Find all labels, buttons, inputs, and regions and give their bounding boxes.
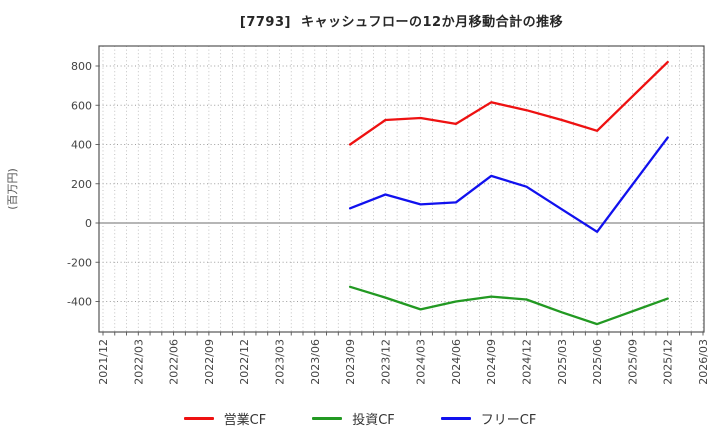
svg-text:2024/09: 2024/09 [485,339,498,385]
tick-marks [95,65,704,336]
svg-text:2022/12: 2022/12 [238,339,251,385]
legend-label-operating-cf: 営業CF [223,412,267,428]
legend-swatch-free-cf [440,416,471,420]
svg-text:2022/09: 2022/09 [203,339,216,385]
gridlines-horizontal [99,65,704,302]
svg-text:2025/09: 2025/09 [626,339,639,385]
plot-border [98,45,705,333]
svg-text:400: 400 [71,139,92,152]
svg-text:2024/03: 2024/03 [415,339,428,385]
svg-text:-400: -400 [67,296,92,309]
legend-item-investing-cf: 投資CF [312,409,395,428]
legend-swatch-investing-cf [312,416,343,420]
svg-text:2024/06: 2024/06 [450,339,463,385]
svg-text:0: 0 [85,217,92,230]
svg-text:2022/06: 2022/06 [168,339,181,385]
legend-swatch-operating-cf [183,416,214,420]
svg-text:2023/12: 2023/12 [379,339,392,385]
x-axis-labels: 2021/12 2022/03 2022/06 2022/09 2022/12 2023/… [97,339,710,385]
svg-text:2024/12: 2024/12 [521,339,534,385]
svg-text:200: 200 [71,178,92,191]
series-investing-cf [348,285,669,326]
gridlines-vertical [102,46,704,332]
legend-item-operating-cf: 営業CF [183,409,267,428]
y-axis-labels: 800 600 400 200 0 -200 -400 [67,60,92,309]
svg-text:2023/06: 2023/06 [309,339,322,385]
svg-text:2026/03: 2026/03 [697,339,710,385]
svg-text:2025/06: 2025/06 [591,339,604,385]
series-operating-cf [348,60,669,146]
svg-text:2022/03: 2022/03 [132,339,145,385]
svg-text:600: 600 [71,99,92,112]
y-axis-title: (百万円) [6,168,19,210]
svg-text:-200: -200 [67,256,92,269]
legend-label-free-cf: フリーCF [480,412,537,428]
svg-text:2023/09: 2023/09 [344,339,357,385]
chart-title: [7793] キャッシュフローの12か月移動合計の推移 [239,15,564,30]
svg-text:2025/12: 2025/12 [662,339,675,385]
svg-text:2023/03: 2023/03 [273,339,286,385]
legend-label-investing-cf: 投資CF [352,412,395,428]
legend-item-free-cf: フリーCF [440,409,537,428]
legend: 営業CF 投資CF フリーCF [0,403,720,433]
svg-text:800: 800 [71,60,92,73]
series-free-cf [348,136,669,233]
svg-text:2021/12: 2021/12 [97,339,110,385]
svg-text:2025/03: 2025/03 [556,339,569,385]
